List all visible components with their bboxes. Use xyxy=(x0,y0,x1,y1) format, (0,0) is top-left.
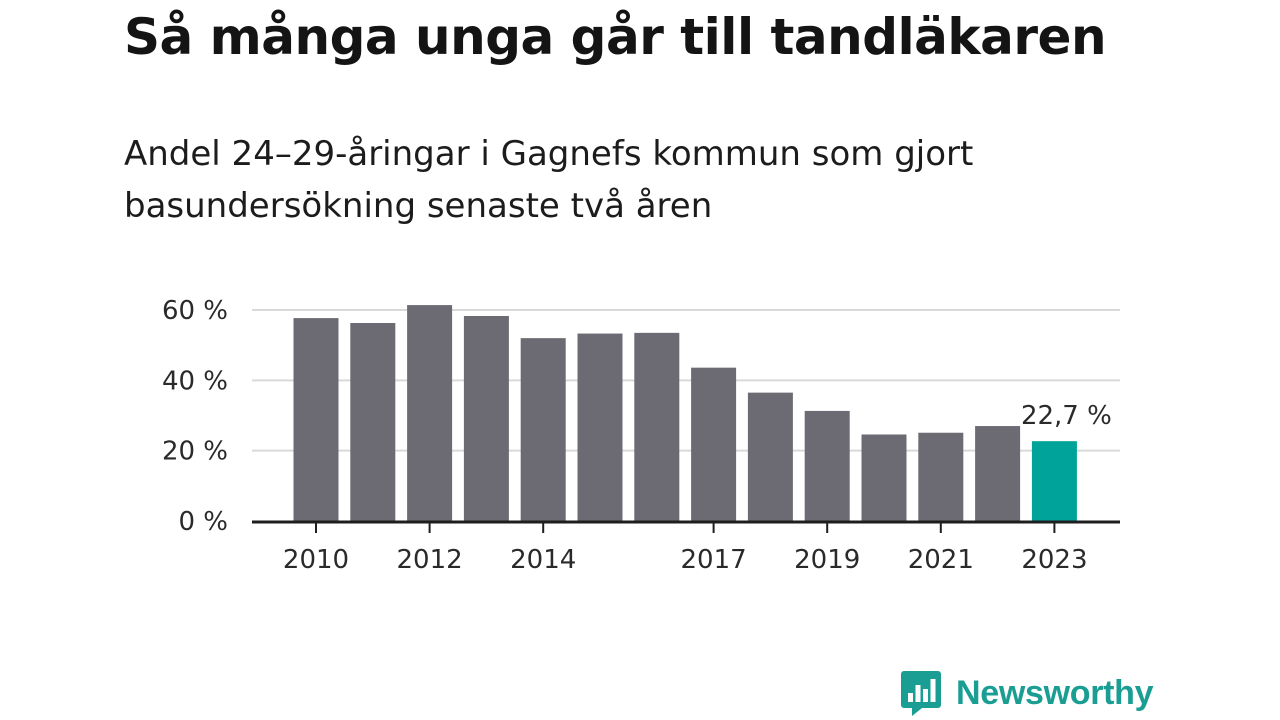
brand-name: Newsworthy xyxy=(956,673,1154,712)
bar xyxy=(1031,441,1077,521)
y-tick-label: 0 % xyxy=(178,507,228,537)
chart-title: Så många unga går till tandläkaren xyxy=(124,8,1107,66)
bar xyxy=(747,392,793,521)
bar xyxy=(463,315,509,521)
bar xyxy=(691,367,737,521)
x-tick-label: 2014 xyxy=(510,545,576,575)
bar-chart: 0 % 20 % 40 % 60 % 2010 2012 2014 2017 2019 2021 2… xyxy=(162,296,1120,575)
bar xyxy=(634,332,680,521)
bar xyxy=(577,333,623,521)
bar xyxy=(293,318,339,521)
bar xyxy=(350,323,396,521)
bar xyxy=(918,432,964,521)
bar xyxy=(975,426,1021,521)
newsworthy-logo[interactable]: Newsworthy xyxy=(900,668,1154,718)
data-label: 22,7 % xyxy=(1021,401,1112,431)
newsworthy-logo-icon xyxy=(901,671,941,716)
x-tick-label: 2017 xyxy=(681,545,747,575)
bar xyxy=(407,305,453,521)
bar xyxy=(861,434,907,521)
bar xyxy=(520,338,566,521)
x-tick-label: 2012 xyxy=(397,545,463,575)
x-tick-label: 2019 xyxy=(794,545,860,575)
bar xyxy=(804,410,850,521)
x-tick-label: 2021 xyxy=(908,545,974,575)
x-tick-label: 2010 xyxy=(283,545,349,575)
chart-subtitle: Andel 24–29-åringar i Gagnefs kommun som… xyxy=(124,134,974,226)
y-tick-label: 20 % xyxy=(162,437,228,467)
y-tick-label: 40 % xyxy=(162,366,228,396)
y-tick-label: 60 % xyxy=(162,296,228,326)
x-tick-label: 2023 xyxy=(1021,545,1087,575)
